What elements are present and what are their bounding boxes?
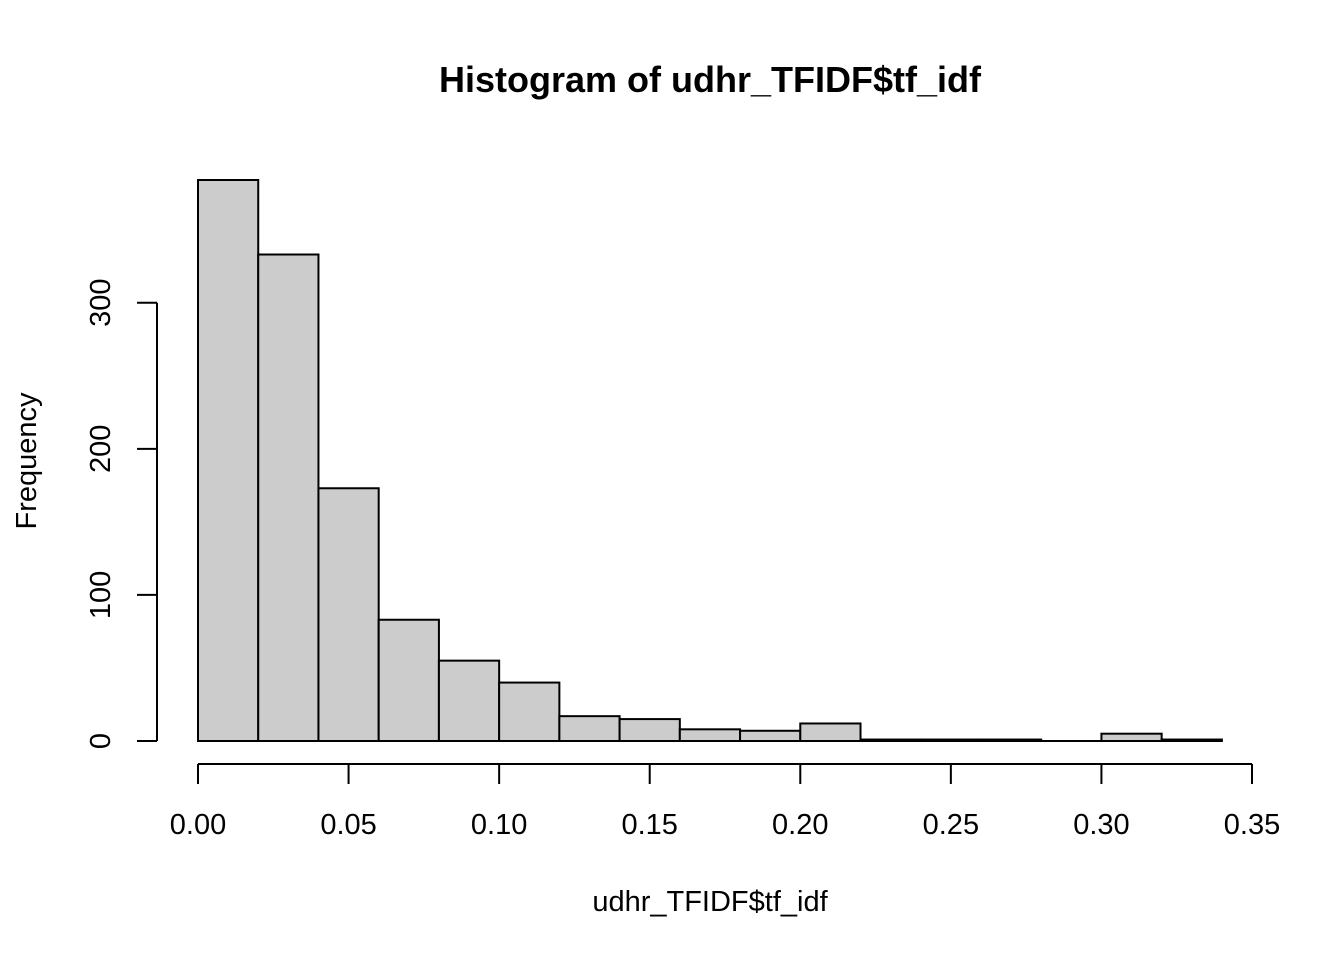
histogram-bar xyxy=(1100,732,1163,742)
y-axis: 0 100 200 300 xyxy=(85,279,158,749)
histogram-bar xyxy=(377,618,440,742)
y-tick-label: 200 xyxy=(85,425,117,473)
histogram-bar xyxy=(799,722,862,742)
x-tick-label: 0.30 xyxy=(1073,809,1129,841)
y-tick-label: 0 xyxy=(85,733,117,749)
x-axis-title: udhr_TFIDF$tf_idf xyxy=(592,886,828,918)
histogram-bars xyxy=(197,179,1223,742)
x-tick-label: 0.15 xyxy=(621,809,677,841)
histogram-bar xyxy=(437,659,501,742)
x-tick-label: 0.00 xyxy=(170,809,226,841)
x-tick-label: 0.35 xyxy=(1224,809,1280,841)
x-tick-label: 0.20 xyxy=(772,809,828,841)
histogram-bar xyxy=(257,253,320,742)
histogram-bar xyxy=(498,681,561,742)
histogram-bar xyxy=(197,179,260,742)
histogram-bar xyxy=(859,738,922,742)
histogram-bar xyxy=(979,738,1043,742)
x-tick-label: 0.25 xyxy=(923,809,979,841)
chart-title: Histogram of udhr_TFIDF$tf_idf xyxy=(439,59,982,100)
histogram-bar xyxy=(558,715,621,742)
x-tick-label: 0.05 xyxy=(320,809,376,841)
histogram-bar xyxy=(739,729,802,742)
histogram-bar xyxy=(618,718,681,742)
histogram-bar xyxy=(1160,738,1223,742)
y-axis-title: Frequency xyxy=(11,392,43,530)
y-tick-label: 100 xyxy=(85,571,117,619)
histogram-bar xyxy=(919,738,982,742)
y-tick-label: 300 xyxy=(85,279,117,327)
histogram-bar xyxy=(317,487,380,742)
histogram-bar xyxy=(678,728,742,742)
x-axis: 0.00 0.05 0.10 0.15 0.20 0.25 0.30 0.35 xyxy=(170,763,1280,841)
x-tick-label: 0.10 xyxy=(471,809,527,841)
